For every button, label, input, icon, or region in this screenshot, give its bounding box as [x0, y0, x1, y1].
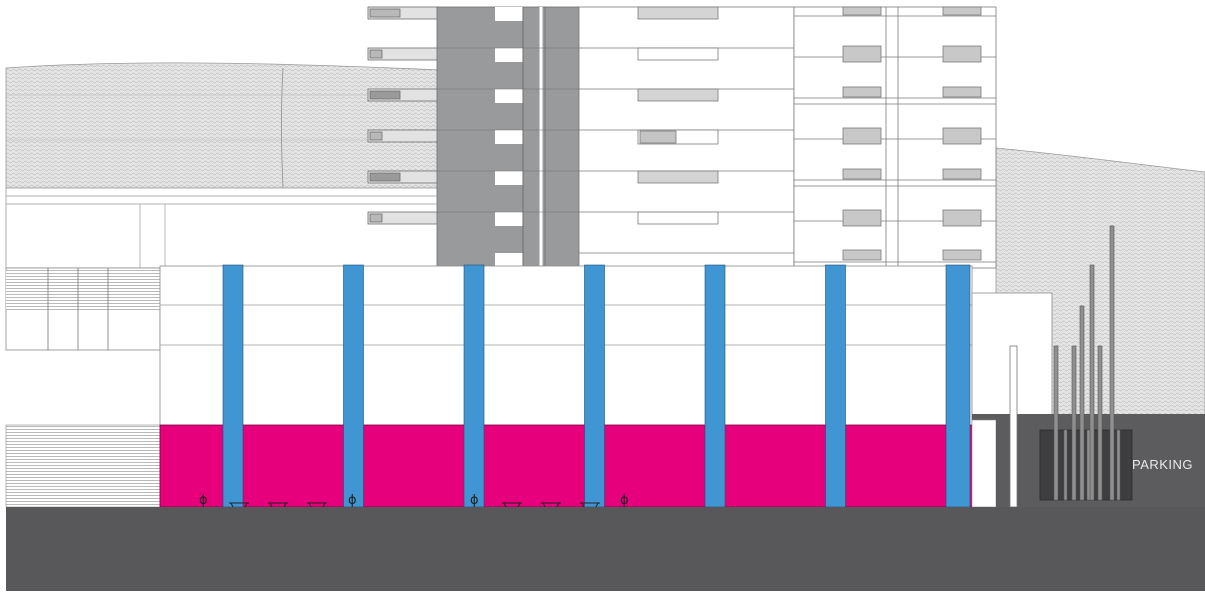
tower-left-balconies	[367, 6, 439, 225]
bollard-glyph: ϕ	[620, 493, 629, 508]
blue-column	[463, 264, 485, 508]
bollard-glyph: ϕ	[348, 493, 357, 508]
blue-column	[825, 264, 846, 508]
bollard-glyph: ϕ	[470, 493, 479, 508]
street-furniture: ϕ ϕ ϕ ϕ	[199, 493, 629, 508]
blue-column	[704, 264, 726, 508]
ground-plane	[6, 507, 1205, 595]
blue-columns	[222, 264, 971, 508]
main-podium-block	[159, 265, 973, 427]
magenta-plinth	[159, 424, 973, 508]
parking-sign-text: PARKING	[1132, 457, 1194, 472]
blue-column	[584, 264, 605, 508]
blue-column	[343, 264, 364, 508]
blue-column	[945, 264, 971, 508]
tower-middle-facade	[578, 6, 795, 269]
ground-strip	[6, 591, 1205, 595]
tower-right-frame	[793, 6, 997, 269]
blue-column	[222, 264, 244, 508]
left-podium	[5, 187, 441, 508]
right-wing	[971, 292, 1205, 508]
left-roof-shell	[5, 62, 441, 189]
flag-poles	[1053, 225, 1121, 501]
bollard-glyph: ϕ	[199, 493, 208, 508]
tower-core	[436, 6, 580, 269]
